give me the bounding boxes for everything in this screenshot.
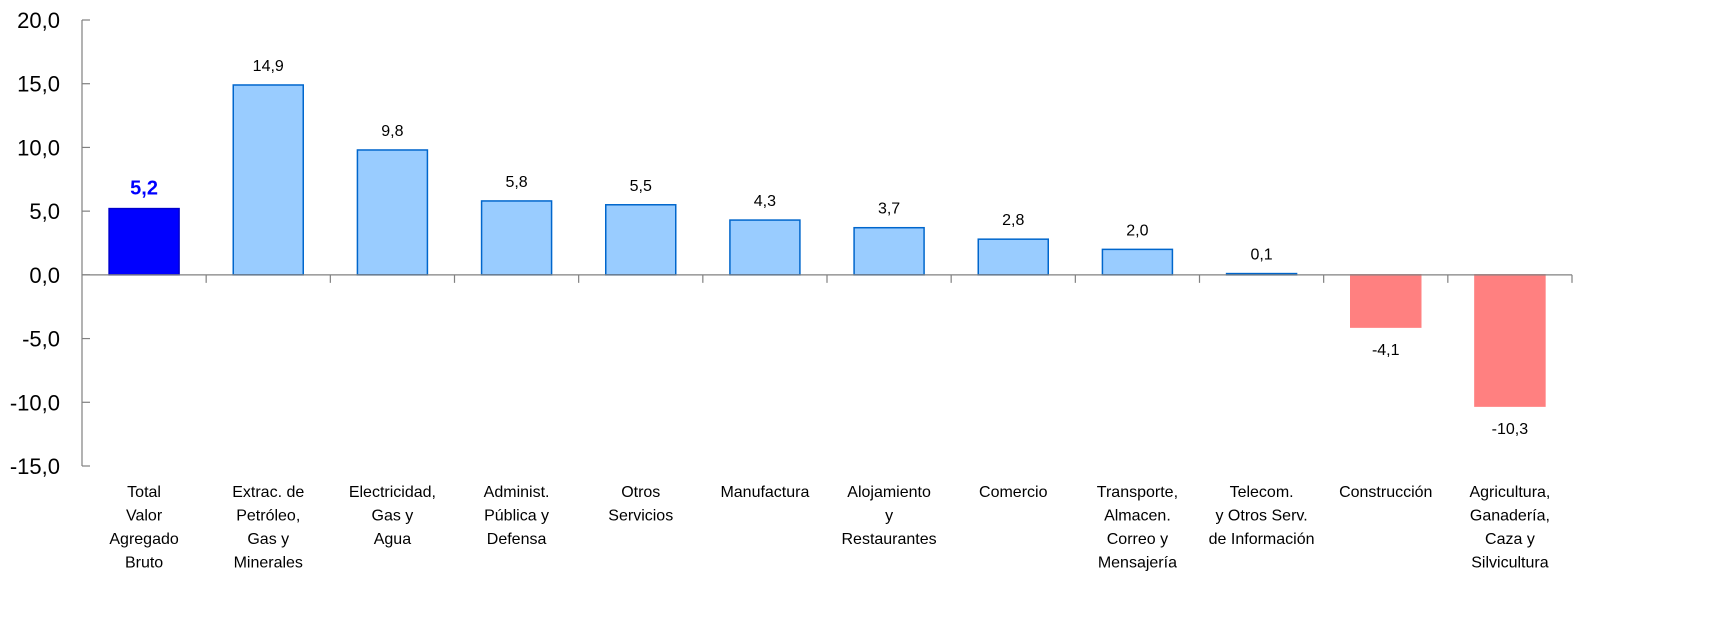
bar (605, 204, 677, 276)
data-label: 5,5 (630, 178, 652, 195)
category-label-line: Transporte, (1097, 484, 1178, 501)
category-label: Comercio (979, 484, 1048, 501)
category-label-line: Ganadería, (1470, 508, 1550, 525)
category-label-line: Valor (126, 508, 163, 525)
category-label: Extrac. de Petróleo, Gas y Minerales (232, 484, 304, 572)
data-label: 0,1 (1250, 247, 1272, 264)
bar (1474, 274, 1546, 407)
y-tick-label: -15,0 (10, 454, 60, 479)
data-label: -4,1 (1372, 342, 1400, 359)
category-label-line: Agregado (109, 531, 178, 548)
category-label-line: Agricultura, (1469, 484, 1550, 501)
category-label-line: Petróleo, (236, 508, 300, 525)
category-label-line: Correo y (1107, 531, 1168, 548)
data-label: 4,3 (754, 193, 776, 210)
bar (853, 226, 925, 276)
category-label-line: y Otros Serv. (1215, 508, 1307, 525)
y-tick-label: 0,0 (29, 263, 60, 288)
bar (480, 200, 553, 276)
category-label-line: Agua (374, 531, 411, 548)
category-label: Total Valor Agregado Bruto (109, 484, 178, 572)
category-label-line: y (885, 508, 893, 525)
category-label-line: Manufactura (720, 484, 809, 501)
bar (1101, 248, 1174, 276)
bar (729, 219, 801, 276)
category-label-line: Defensa (487, 531, 547, 548)
category-label: Manufactura (720, 484, 809, 501)
category-label-line: Administ. (484, 484, 550, 501)
category-label: Otros Servicios (608, 484, 673, 525)
category-label-line: Extrac. de (232, 484, 304, 501)
bar (977, 238, 1049, 276)
category-label-line: de Información (1209, 531, 1315, 548)
category-label: Agricultura, Ganadería, Caza y Silvicultura (1469, 484, 1550, 572)
highlight-data-label: 5,2 (130, 178, 158, 200)
category-label: Telecom. y Otros Serv. de Información (1209, 484, 1315, 548)
y-axis: 20,0 15,0 10,0 5,0 0,0 -5,0 -10,0 -15,0 (10, 8, 90, 479)
category-label-line: Silvicultura (1471, 555, 1548, 572)
data-label: 2,8 (1002, 212, 1024, 229)
y-tick-label: -10,0 (10, 390, 60, 415)
y-tick-label: -5,0 (22, 327, 60, 352)
y-tick-label: 15,0 (17, 72, 60, 97)
y-tick-label: 10,0 (17, 135, 60, 160)
category-label: Alojamiento y Restaurantes (841, 484, 936, 548)
data-label: 9,8 (381, 123, 403, 140)
category-label-line: Comercio (979, 484, 1048, 501)
y-tick-label: 5,0 (29, 199, 60, 224)
category-label-line: Gas y (247, 531, 289, 548)
data-label: -10,3 (1492, 421, 1529, 438)
category-label-line: Gas y (372, 508, 414, 525)
category-label-line: Minerales (234, 555, 303, 572)
bar (1350, 274, 1422, 328)
category-label-line: Bruto (125, 555, 163, 572)
category-label: Administ. Pública y Defensa (484, 484, 550, 548)
category-label-line: Almacen. (1104, 508, 1171, 525)
data-label: 5,8 (505, 174, 527, 191)
category-label-line: Caza y (1485, 531, 1535, 548)
category-label-line: Alojamiento (847, 484, 931, 501)
category-label-line: Electricidad, (349, 484, 436, 501)
category-label-line: Otros (621, 484, 660, 501)
y-tick-label: 20,0 (17, 8, 60, 33)
bar (356, 149, 429, 276)
bar (232, 84, 304, 276)
category-label-line: Servicios (608, 508, 673, 525)
category-label: Transporte, Almacen. Correo y Mensajería (1097, 484, 1178, 572)
category-label-line: Construcción (1339, 484, 1432, 501)
data-label: 14,9 (253, 58, 284, 75)
category-label-line: Pública y (484, 508, 549, 525)
bars (108, 84, 1546, 407)
category-label-line: Mensajería (1098, 555, 1177, 572)
category-label: Electricidad, Gas y Agua (349, 484, 436, 548)
category-labels: Total Valor Agregado Bruto Extrac. de Petróle… (109, 484, 1550, 572)
x-axis (82, 274, 1573, 283)
category-label: Construcción (1339, 484, 1432, 501)
data-label: 2,0 (1126, 222, 1148, 239)
category-label-line: Restaurantes (841, 531, 936, 548)
data-labels: 5,2 14,9 9,8 5,8 5,5 4,3 3,7 2,8 2,0 0,1 -4,1 -10,3 (130, 58, 1528, 438)
data-label: 3,7 (878, 201, 900, 218)
category-label-line: Telecom. (1230, 484, 1294, 501)
category-label-line: Total (127, 484, 161, 501)
bar (108, 207, 180, 276)
